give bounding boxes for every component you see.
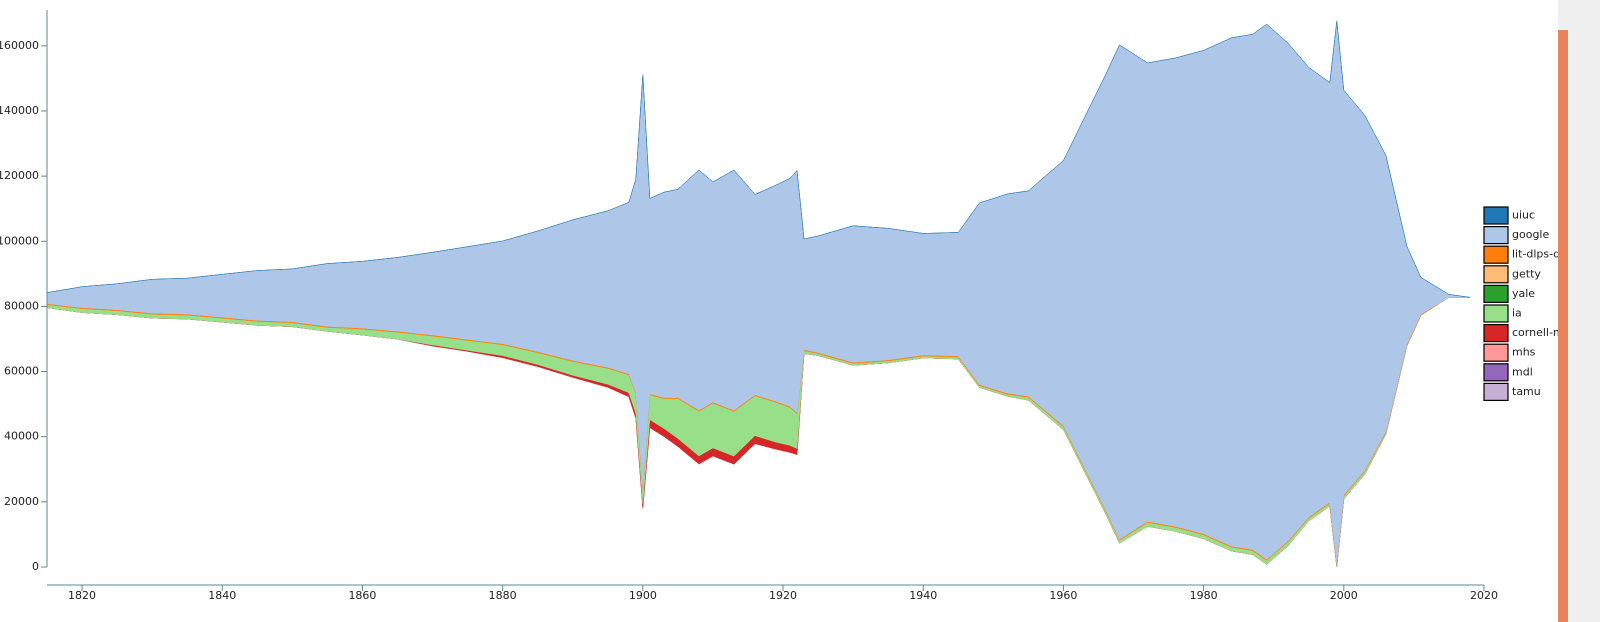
x-tick-label: 1920 bbox=[769, 589, 797, 602]
legend-label: lit-dlps-dc bbox=[1512, 248, 1558, 261]
y-tick-label: 120000 bbox=[0, 169, 39, 182]
legend-swatch bbox=[1483, 382, 1509, 401]
legend-label: google bbox=[1512, 228, 1549, 241]
legend-label: yale bbox=[1512, 287, 1535, 300]
legend-swatch bbox=[1483, 304, 1509, 323]
x-tick-label: 1980 bbox=[1190, 589, 1218, 602]
legend-swatch bbox=[1483, 324, 1509, 343]
legend-label: mhs bbox=[1512, 346, 1536, 359]
y-tick-label: 80000 bbox=[4, 299, 39, 312]
legend-label: ia bbox=[1512, 307, 1522, 320]
x-tick-label: 1820 bbox=[68, 589, 96, 602]
y-tick-label: 60000 bbox=[4, 365, 39, 378]
chart: 0 20000 40000 60000 80000 100000 120000 140000 1… bbox=[0, 10, 1558, 602]
legend-swatch bbox=[1483, 206, 1509, 225]
legend-swatch bbox=[1483, 265, 1509, 284]
x-tick-label: 1900 bbox=[629, 589, 657, 602]
x-tick-label: 1940 bbox=[909, 589, 937, 602]
y-tick-label: 100000 bbox=[0, 234, 39, 247]
y-tick-label: 40000 bbox=[4, 430, 39, 443]
y-tick-label: 160000 bbox=[0, 39, 39, 52]
x-tick-label: 1840 bbox=[208, 589, 236, 602]
x-tick-label: 1860 bbox=[348, 589, 376, 602]
legend-swatch bbox=[1483, 363, 1509, 382]
legend-label: uiuc bbox=[1512, 209, 1535, 222]
x-tick-label: 1880 bbox=[489, 589, 517, 602]
stream-area bbox=[46, 20, 1471, 564]
y-tick-label: 140000 bbox=[0, 104, 39, 117]
x-tick-label: 1960 bbox=[1049, 589, 1077, 602]
y-tick-label: 0 bbox=[32, 560, 39, 573]
legend-label: mdl bbox=[1512, 365, 1533, 378]
x-tick-label: 2020 bbox=[1470, 589, 1498, 602]
legend-swatch bbox=[1483, 343, 1509, 362]
legend-swatch bbox=[1483, 284, 1509, 303]
legend-swatch bbox=[1483, 245, 1509, 264]
stream-area bbox=[46, 20, 1471, 298]
y-tick-label: 20000 bbox=[4, 495, 39, 508]
legend-label: cornell-mayan bbox=[1512, 326, 1558, 339]
scrollbar-thumb[interactable] bbox=[1558, 30, 1568, 622]
x-tick-label: 2000 bbox=[1330, 589, 1358, 602]
legend-swatch bbox=[1483, 226, 1509, 245]
legend-label: getty bbox=[1512, 267, 1541, 280]
legend-label: tamu bbox=[1512, 385, 1541, 398]
